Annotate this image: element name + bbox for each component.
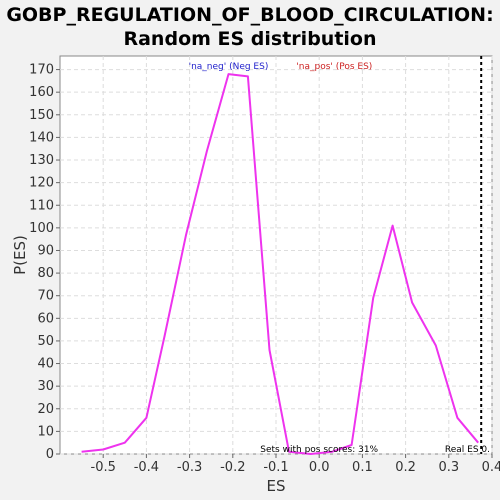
- y-tick-label: 160: [29, 85, 54, 100]
- y-tick-label: 150: [29, 108, 54, 123]
- x-tick-label: -0.5: [91, 460, 116, 475]
- real-es-label: Real ES 0.: [445, 445, 490, 455]
- y-tick-label: 30: [37, 379, 54, 394]
- y-tick-label: 10: [37, 424, 54, 439]
- x-tick-label: -0.2: [220, 460, 245, 475]
- y-tick-label: 0: [46, 447, 54, 462]
- x-tick-label: 0.2: [395, 460, 416, 475]
- x-tick-label: 0.1: [352, 460, 373, 475]
- y-tick-label: 110: [29, 198, 54, 213]
- y-tick-label: 40: [37, 357, 54, 372]
- y-tick-label: 20: [37, 402, 54, 417]
- neg-es-label: 'na_neg' (Neg ES): [189, 62, 269, 72]
- chart-title-line-1: GOBP_REGULATION_OF_BLOOD_CIRCULATION:: [6, 4, 493, 26]
- y-tick-label: 70: [37, 289, 54, 304]
- y-tick-label: 100: [29, 221, 54, 236]
- es-distribution-line: [81, 73, 479, 455]
- chart-title-line-2: Random ES distribution: [123, 28, 376, 50]
- y-axis-label: P(ES): [11, 235, 29, 275]
- y-tick-label: 170: [29, 63, 54, 78]
- x-tick-label: 0.4: [482, 460, 500, 475]
- x-axis-label: ES: [267, 477, 286, 495]
- y-tick-label: 60: [37, 311, 54, 326]
- y-tick-label: 140: [29, 130, 54, 145]
- y-tick-label: 130: [29, 153, 54, 168]
- sets-pos-scores-label: Sets with pos scores: 31%: [260, 445, 378, 455]
- x-tick-label: -0.3: [177, 460, 202, 475]
- y-tick-label: 80: [37, 266, 54, 281]
- y-tick-label: 120: [29, 176, 54, 191]
- y-tick-label: 90: [37, 243, 54, 258]
- series-layer: [81, 56, 483, 455]
- x-tick-label: -0.1: [263, 460, 288, 475]
- y-tick-label: 50: [37, 334, 54, 349]
- x-tick-label: 0.0: [309, 460, 330, 475]
- x-tick-label: 0.3: [438, 460, 459, 475]
- grid-lines: [60, 56, 493, 455]
- x-tick-label: -0.4: [134, 460, 159, 475]
- axes: 0 10 20 30 40 50 60 70 80 90 100 110 120 130 140 150 160…: [29, 63, 500, 475]
- pos-es-label: 'na_pos' (Pos ES): [296, 62, 372, 72]
